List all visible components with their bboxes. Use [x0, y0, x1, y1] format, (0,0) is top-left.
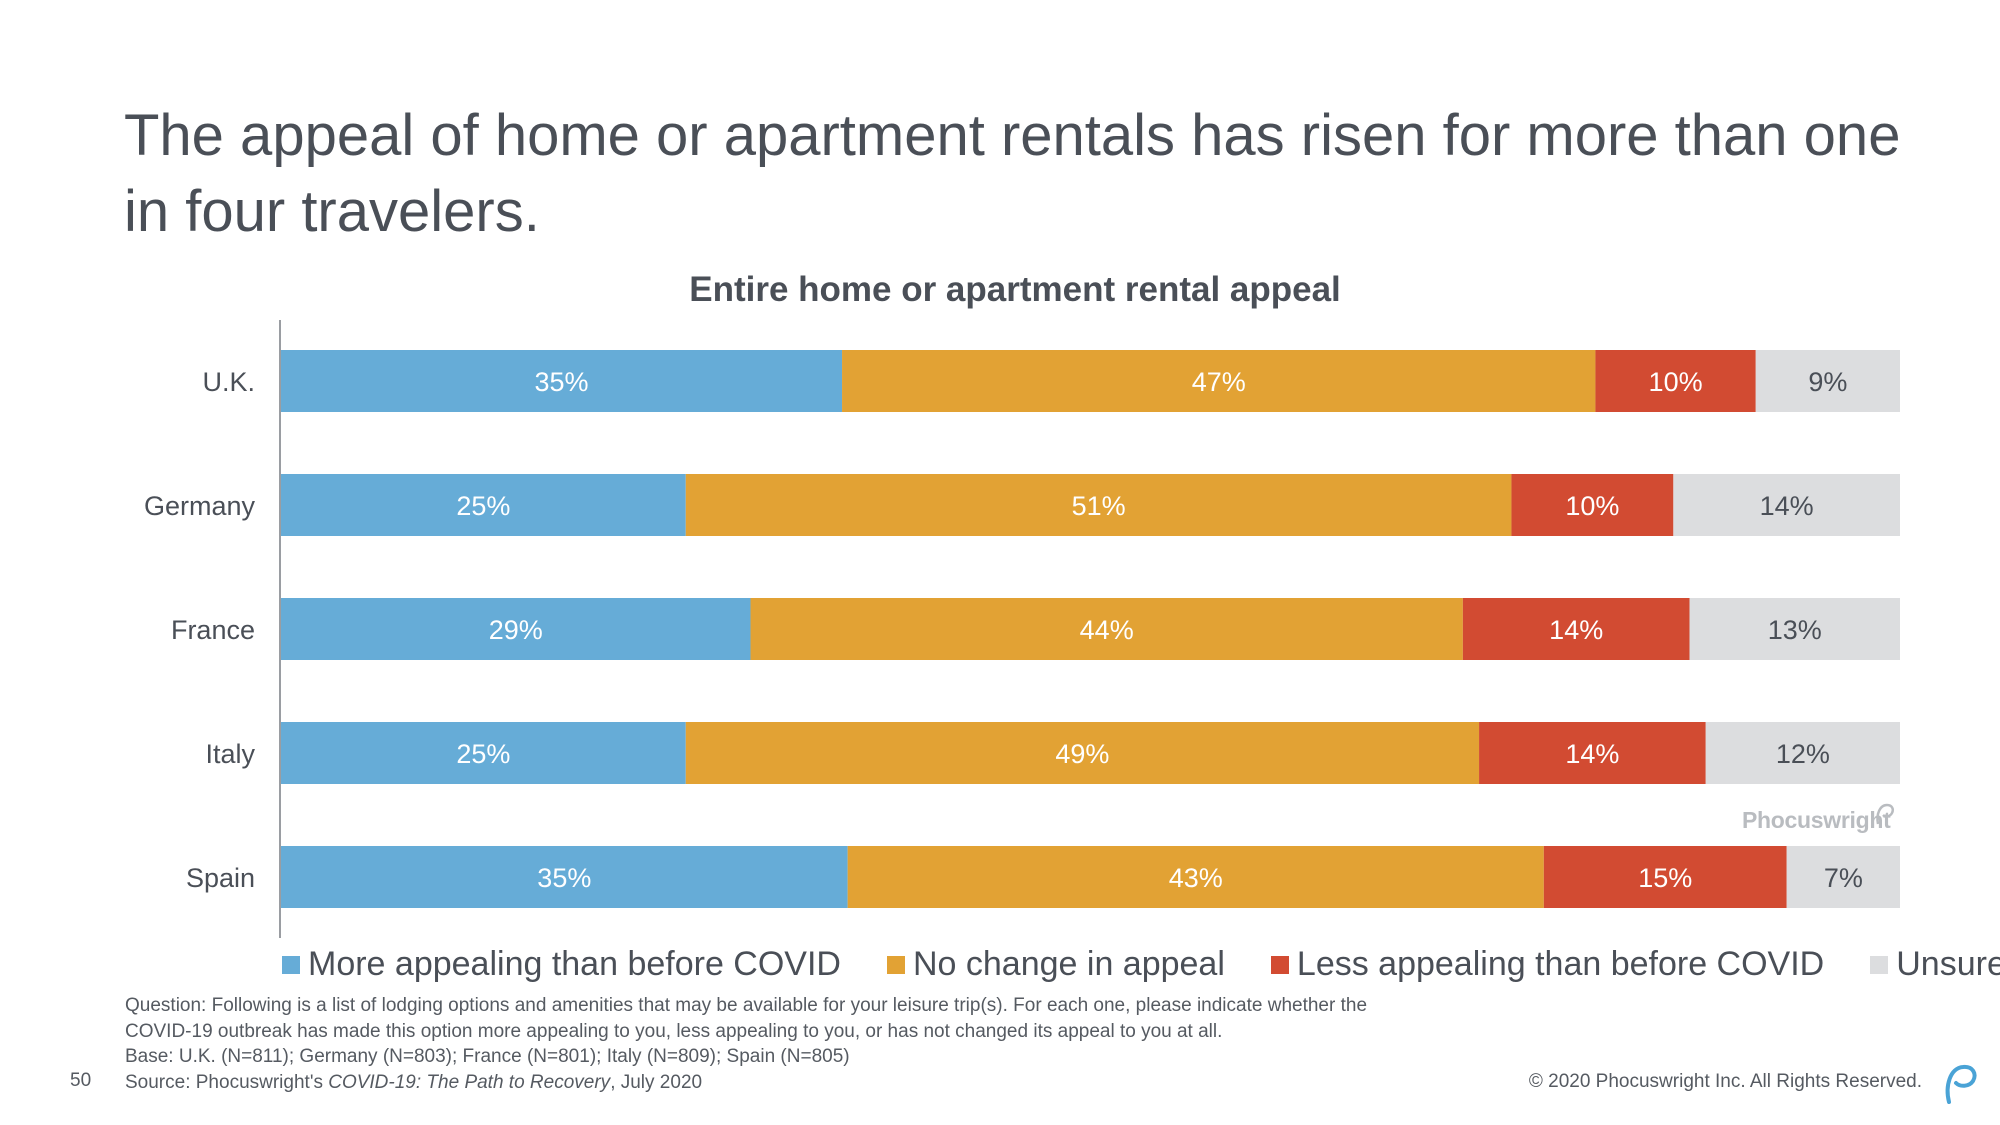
data-label: 49%: [1055, 739, 1109, 769]
data-label: 15%: [1638, 863, 1692, 893]
data-label: 7%: [1824, 863, 1863, 893]
page-title: The appeal of home or apartment rentals …: [124, 103, 1901, 244]
legend-swatch: [886, 955, 905, 974]
bar-segment: [1595, 350, 1756, 412]
bar-segment: [1462, 598, 1690, 660]
legend-swatch: [1270, 955, 1289, 974]
footnote-question-line2: COVID-19 outbreak has made this option m…: [125, 1020, 1223, 1042]
bar-segment: [842, 350, 1596, 412]
legend-swatch: [282, 955, 300, 974]
data-label: 51%: [1072, 491, 1126, 521]
legend-item-more-appealing: More appealing than before COVID: [282, 945, 841, 984]
data-label: 12%: [1776, 739, 1830, 769]
bar-segment: [847, 846, 1544, 908]
bar-segment: [1755, 350, 1900, 412]
data-label: 35%: [537, 863, 591, 893]
legend-item-no-change: No change in appeal: [886, 945, 1225, 984]
source-prefix: Source: Phocuswright's: [125, 1071, 329, 1093]
bar-segment: [685, 722, 1480, 784]
data-label: 25%: [456, 491, 510, 521]
bar-segment: [1705, 722, 1900, 784]
footnote-source: Source: Phocuswright's COVID-19: The Pat…: [125, 1070, 1525, 1096]
bar-segment: [1511, 474, 1674, 536]
data-label: 43%: [1169, 863, 1223, 893]
bar-segment: [281, 598, 751, 660]
category-label: France: [171, 615, 255, 645]
data-label: 29%: [489, 615, 543, 645]
category-label: Italy: [205, 739, 255, 769]
bar-segment: [1543, 846, 1787, 908]
data-label: 9%: [1808, 367, 1847, 397]
data-label: 10%: [1565, 491, 1619, 521]
data-label: 47%: [1192, 367, 1246, 397]
source-suffix: , July 2020: [610, 1071, 703, 1093]
page-number: 50: [70, 1070, 92, 1091]
legend-label: Less appealing than before COVID: [1296, 945, 1825, 983]
stacked-bar-chart: U.K. 35% 47% 10% 9% Germany 25% 51% 10% 14% France…: [144, 320, 1900, 938]
bar-segment: [1786, 846, 1900, 908]
category-label: Germany: [144, 491, 256, 521]
bar-segment: [1689, 598, 1900, 660]
bar-segment: [281, 350, 843, 412]
source-title: COVID-19: The Path to Recovery: [328, 1071, 611, 1093]
bar-segment: [281, 474, 686, 536]
footnote-question-line1: Question: Following is a list of lodging…: [125, 995, 1368, 1016]
phocuswright-logo-icon: [1945, 1064, 1977, 1104]
legend-label: Unsure: [1896, 945, 2000, 983]
copyright: © 2020 Phocuswright Inc. All Rights Rese…: [1528, 1071, 1922, 1092]
bar-segment: [1479, 722, 1706, 784]
data-label: 14%: [1565, 739, 1619, 769]
category-label: U.K.: [202, 367, 255, 397]
legend-label: More appealing than before COVID: [308, 945, 841, 983]
data-label: 35%: [534, 367, 588, 397]
legend-swatch: [1870, 955, 1889, 974]
data-label: 10%: [1649, 367, 1703, 397]
bar-segment: [281, 722, 686, 784]
bar-segment: [750, 598, 1463, 660]
bar-segment: [685, 474, 1512, 536]
legend-item-less-appealing: Less appealing than before COVID: [1270, 945, 1825, 984]
footnote: Question: Following is a list of lodging…: [125, 993, 1525, 1095]
data-label: 44%: [1080, 615, 1134, 645]
data-label: 25%: [456, 739, 510, 769]
watermark-logo: Phocuswright: [1742, 807, 1891, 833]
data-label: 14%: [1549, 615, 1603, 645]
chart-legend: More appealing than before COVID No chan…: [282, 945, 2000, 984]
footnote-base: Base: U.K. (N=811); Germany (N=803); Fra…: [125, 1046, 850, 1067]
category-label: Spain: [186, 863, 255, 893]
legend-item-unsure: Unsure: [1870, 945, 2000, 984]
data-label: 14%: [1760, 491, 1814, 521]
legend-label: No change in appeal: [912, 945, 1225, 983]
chart-title: Entire home or apartment rental appeal: [689, 270, 1341, 309]
watermark-hook-icon: [1876, 803, 1895, 825]
data-label: 13%: [1768, 615, 1822, 645]
bar-segment: [281, 846, 848, 908]
bar-segment: [1673, 474, 1900, 536]
